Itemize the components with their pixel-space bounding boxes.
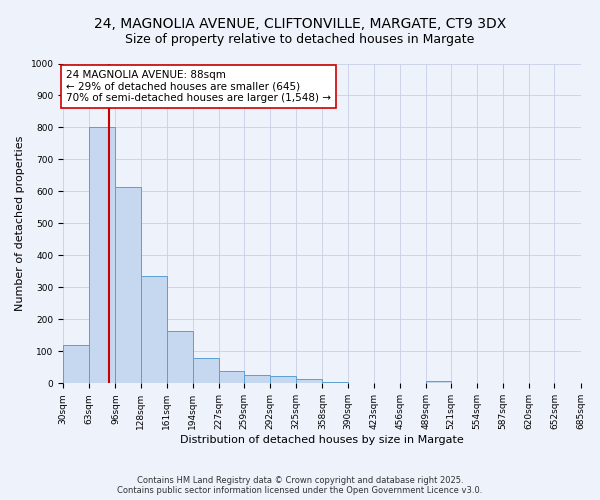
Bar <box>219 371 244 384</box>
Bar <box>322 382 347 384</box>
Bar <box>140 276 167 384</box>
Bar <box>193 358 219 384</box>
Bar <box>115 186 140 384</box>
Text: 24, MAGNOLIA AVENUE, CLIFTONVILLE, MARGATE, CT9 3DX: 24, MAGNOLIA AVENUE, CLIFTONVILLE, MARGA… <box>94 18 506 32</box>
Bar <box>89 128 115 384</box>
Bar <box>167 330 193 384</box>
Bar <box>63 345 89 384</box>
Text: 24 MAGNOLIA AVENUE: 88sqm
← 29% of detached houses are smaller (645)
70% of semi: 24 MAGNOLIA AVENUE: 88sqm ← 29% of detac… <box>66 70 331 103</box>
Y-axis label: Number of detached properties: Number of detached properties <box>15 136 25 311</box>
Bar <box>244 376 270 384</box>
X-axis label: Distribution of detached houses by size in Margate: Distribution of detached houses by size … <box>180 435 464 445</box>
Text: Contains HM Land Registry data © Crown copyright and database right 2025.
Contai: Contains HM Land Registry data © Crown c… <box>118 476 482 495</box>
Bar <box>270 376 296 384</box>
Bar <box>296 378 322 384</box>
Text: Size of property relative to detached houses in Margate: Size of property relative to detached ho… <box>125 32 475 46</box>
Bar <box>426 381 451 384</box>
